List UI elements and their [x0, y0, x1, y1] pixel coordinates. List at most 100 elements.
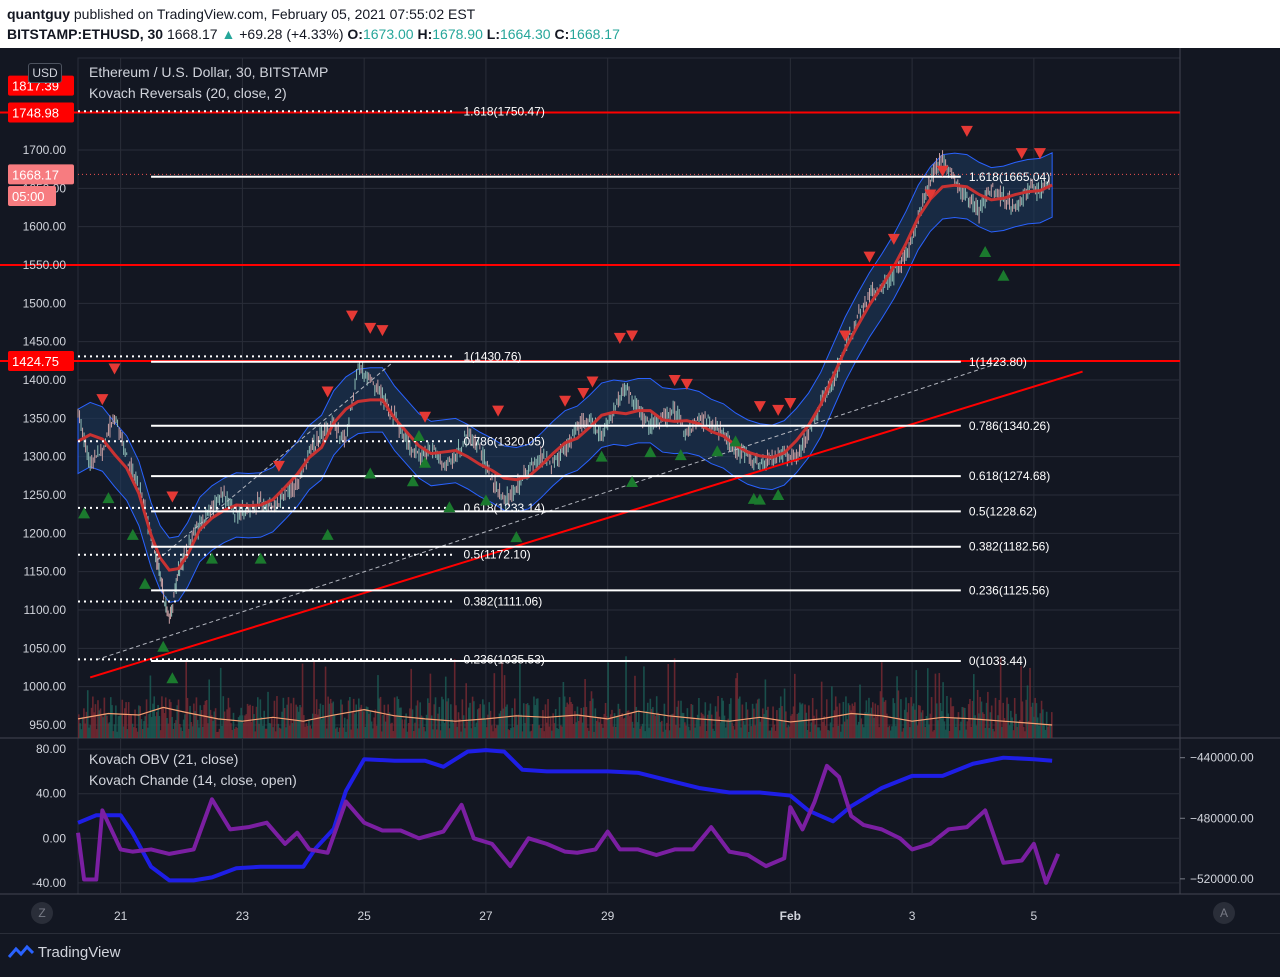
volume-bar: [258, 723, 260, 738]
volume-bar: [700, 712, 703, 738]
volume-bar: [167, 723, 170, 738]
volume-bar: [177, 699, 180, 738]
volume-bar: [856, 725, 859, 738]
obv-tick-label: −440000.00: [1190, 751, 1254, 765]
red-trendline: [89, 370, 1083, 679]
volume-bar: [466, 721, 469, 738]
volume-bar: [658, 714, 661, 738]
volume-bar: [164, 697, 167, 738]
volume-bar: [828, 730, 831, 738]
volume-bar: [237, 717, 240, 738]
volume-bar: [310, 728, 313, 738]
volume-bar: [609, 714, 612, 738]
volume-bar: [459, 718, 461, 738]
volume-bar: [727, 718, 730, 738]
volume-bar: [594, 708, 597, 738]
reversal-down-marker: [887, 233, 900, 245]
volume-bar: [490, 725, 493, 738]
auto-scale-button[interactable]: A: [1213, 902, 1235, 924]
volume-bar: [916, 725, 919, 738]
obv-tick-label: −480000.00: [1190, 811, 1254, 825]
price-tag-label: 05:00: [12, 189, 45, 204]
volume-bar: [269, 723, 272, 738]
published-text: published on TradingView.com, February 0…: [73, 6, 476, 22]
chart-canvas[interactable]: 1.618(1750.47) 1(1430.76) 0.786(1320.05) 0.…: [0, 48, 1280, 933]
volume-bar: [631, 721, 634, 738]
volume-bar: [219, 667, 222, 738]
volume-bar: [162, 707, 164, 738]
volume-bar: [1026, 685, 1029, 738]
volume-bar: [210, 715, 213, 738]
volume-bar: [101, 715, 103, 738]
volume-bar: [1010, 710, 1012, 738]
volume-bar: [434, 697, 437, 738]
volume-bar: [170, 702, 172, 738]
zoom-reset-button[interactable]: Z: [31, 902, 53, 924]
volume-bar: [153, 696, 156, 738]
volume-bar: [218, 728, 221, 738]
fib-left-label: 1.618(1750.47): [463, 104, 544, 118]
volume-bar: [530, 730, 533, 738]
volume-bar: [453, 658, 456, 738]
volume-bar: [282, 697, 285, 738]
volume-bar: [97, 700, 99, 738]
volume-bar: [203, 704, 205, 738]
volume-bar: [190, 722, 193, 738]
volume-bar: [1049, 723, 1052, 738]
volume-bar: [116, 731, 118, 738]
volume-bar: [78, 714, 80, 738]
volume-bar: [186, 697, 189, 738]
volume-bar: [778, 707, 781, 738]
time-tick-label: 25: [357, 909, 371, 923]
volume-bar: [874, 703, 877, 738]
fib-left-label: 0.382(1111.06): [463, 595, 542, 609]
volume-bar: [1011, 717, 1013, 738]
volume-bar: [280, 728, 282, 738]
indicator-legend[interactable]: Kovach Reversals (20, close, 2): [89, 85, 287, 101]
reversal-down-marker: [668, 375, 681, 386]
volume-bar: [368, 713, 370, 738]
volume-bar: [883, 701, 886, 738]
volume-bar: [878, 727, 880, 738]
volume-bar: [232, 712, 235, 738]
reversal-up-marker: [321, 528, 334, 540]
reversal-down-marker: [321, 386, 334, 398]
volume-bar: [299, 704, 301, 738]
volume-bar: [286, 704, 289, 738]
volume-bar: [644, 731, 647, 738]
volume-bar: [662, 731, 664, 738]
volume-bar: [264, 728, 267, 738]
volume-bar: [606, 716, 608, 738]
volume-bar: [515, 714, 517, 738]
volume-bar: [553, 723, 556, 738]
volume-bar: [579, 714, 581, 738]
tradingview-logo[interactable]: TradingView: [7, 944, 120, 961]
volume-bar: [694, 727, 696, 738]
volume-bar: [565, 706, 567, 738]
volume-bar: [837, 725, 840, 738]
reversal-down-marker: [680, 378, 693, 390]
volume-bar: [580, 707, 583, 738]
volume-bar: [760, 718, 763, 738]
volume-bar: [181, 730, 184, 738]
price-tick-label: 1400.00: [23, 373, 67, 387]
chande-legend[interactable]: Kovach Chande (14, close, open): [89, 772, 297, 788]
reversal-down-marker: [1015, 148, 1028, 160]
volume-bar: [451, 719, 453, 738]
obv-legend[interactable]: Kovach OBV (21, close): [89, 751, 239, 767]
currency-button[interactable]: USD: [28, 63, 62, 83]
volume-bar: [1016, 726, 1019, 738]
author-name[interactable]: quantguy: [7, 6, 70, 22]
volume-bar: [531, 724, 534, 738]
volume-bar: [535, 698, 538, 738]
volume-bar: [326, 728, 328, 738]
reversal-down-marker: [613, 332, 626, 344]
volume-bar: [560, 725, 562, 738]
volume-bar: [999, 656, 1002, 738]
volume-bar: [1006, 697, 1008, 738]
time-tick-label: 29: [601, 909, 615, 923]
volume-bar: [254, 731, 257, 738]
volume-bar: [432, 729, 434, 738]
volume-bar: [920, 712, 923, 738]
volume-bar: [291, 723, 294, 738]
